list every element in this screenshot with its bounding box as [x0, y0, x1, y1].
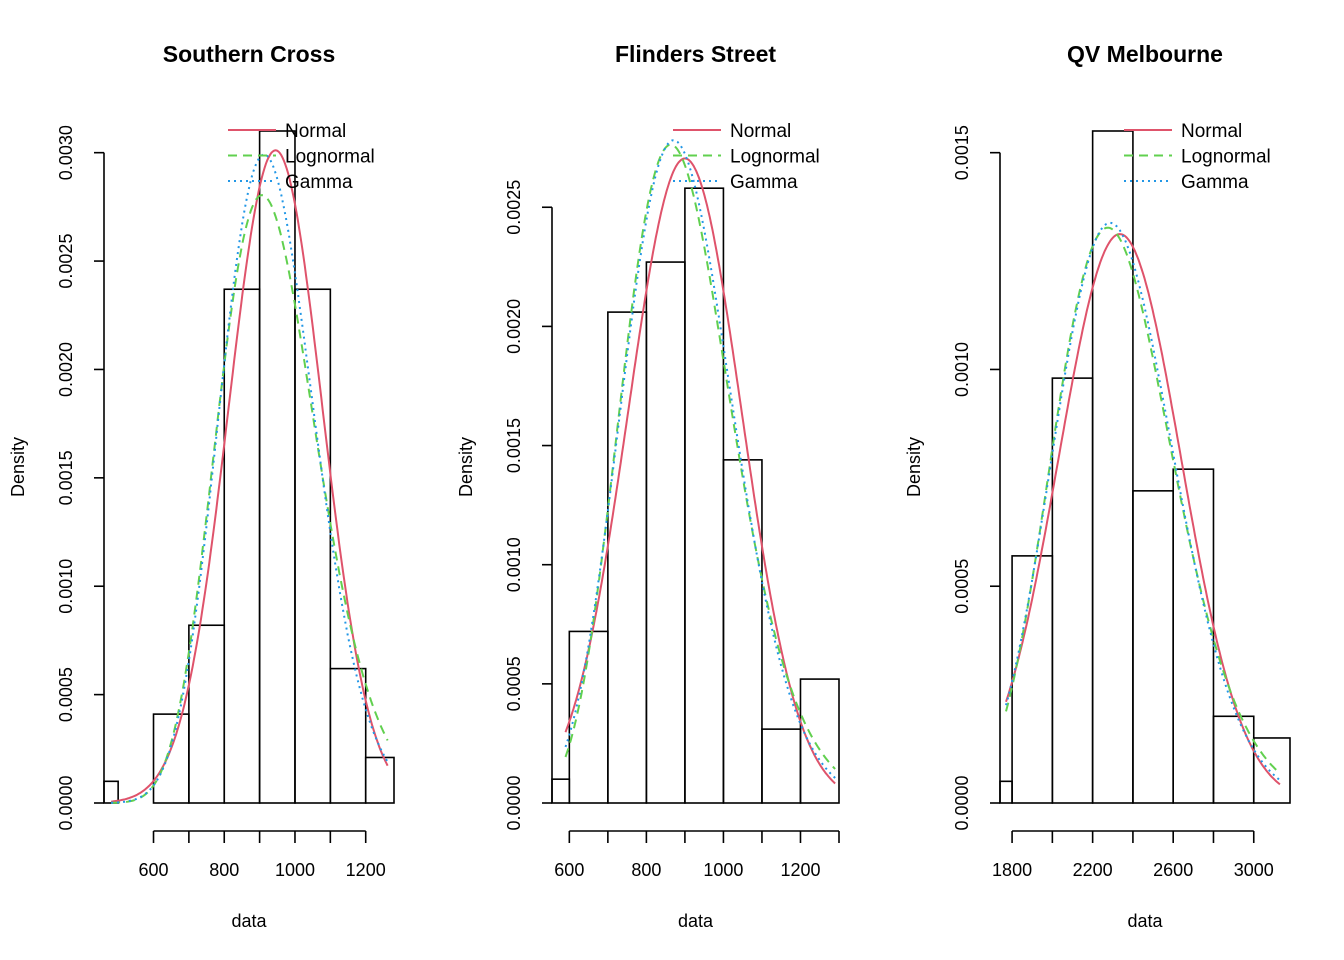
- histogram-panel: Flinders Street 0.0000 0.0005 0.0010 0.0015 0…: [456, 41, 840, 931]
- x-tick-label: 1800: [992, 860, 1032, 880]
- x-tick-label: 2200: [1073, 860, 1113, 880]
- y-axis-label: Density: [8, 437, 28, 497]
- histogram-bar: [999, 780, 1013, 804]
- lognormal-fit-curve: [1005, 226, 1281, 775]
- histogram-bar: [1132, 490, 1174, 804]
- histogram-panel: Southern Cross 0.0000 0.0005 0.0010 0.0015 0.…: [8, 41, 395, 931]
- x-axis-label: data: [678, 911, 714, 931]
- histogram-bar: [1011, 555, 1054, 804]
- legend-gamma-label: Gamma: [285, 172, 353, 193]
- histogram-bar: [364, 756, 395, 804]
- y-tick-label: 0.0020: [504, 299, 524, 354]
- histogram-bar: [722, 459, 763, 804]
- legend-lognormal-label: Lognormal: [1181, 147, 1271, 168]
- panel-title: QV Melbourne: [1067, 41, 1223, 67]
- x-tick-label: 1200: [780, 860, 820, 880]
- x-tick-label: 1000: [703, 860, 743, 880]
- y-tick-label: 0.0020: [56, 342, 76, 397]
- y-tick-label: 0.0010: [952, 342, 972, 397]
- x-axis-label: data: [1127, 911, 1163, 931]
- y-tick-label: 0.0005: [56, 667, 76, 722]
- y-tick-label: 0.0025: [504, 180, 524, 235]
- legend-normal-label: Normal: [730, 121, 791, 142]
- histogram-bar: [188, 624, 226, 804]
- y-axis-label: Density: [904, 437, 924, 497]
- legend-gamma-label: Gamma: [730, 172, 798, 193]
- histogram-bar: [329, 667, 367, 804]
- y-tick-label: 0.0010: [56, 559, 76, 614]
- x-tick-label: 1000: [275, 860, 315, 880]
- histogram-bar: [103, 780, 119, 804]
- normal-fit-curve: [564, 157, 836, 785]
- histogram-bar: [684, 187, 725, 804]
- histogram-bar: [568, 630, 609, 804]
- histogram-bar: [607, 311, 648, 804]
- normal-fit-curve: [1005, 233, 1281, 786]
- y-tick-label: 0.0010: [504, 537, 524, 592]
- lognormal-fit-curve: [111, 194, 389, 804]
- x-tick-label: 800: [209, 860, 239, 880]
- x-tick-label: 800: [631, 860, 661, 880]
- x-tick-label: 600: [138, 860, 168, 880]
- legend-gamma-label: Gamma: [1181, 172, 1249, 193]
- histogram-bar: [223, 288, 261, 804]
- legend-normal-label: Normal: [1181, 121, 1242, 142]
- gamma-fit-curve: [1005, 221, 1281, 781]
- histogram-bar: [645, 261, 686, 804]
- x-tick-label: 2600: [1153, 860, 1193, 880]
- y-axis-label: Density: [456, 437, 476, 497]
- histogram-bar: [1172, 468, 1215, 804]
- legend-lognormal-label: Lognormal: [730, 147, 820, 168]
- y-tick-label: 0.0005: [952, 559, 972, 614]
- x-tick-label: 1200: [346, 860, 386, 880]
- gamma-fit-curve: [111, 153, 389, 804]
- histogram-bar: [1252, 737, 1291, 804]
- y-tick-label: 0.0000: [952, 775, 972, 830]
- y-tick-label: 0.0025: [56, 234, 76, 289]
- histogram-bar: [294, 288, 332, 804]
- panel-title: Southern Cross: [163, 41, 336, 67]
- x-tick-label: 3000: [1234, 860, 1274, 880]
- y-tick-label: 0.0015: [952, 125, 972, 180]
- y-tick-label: 0.0015: [504, 418, 524, 473]
- legend-normal-label: Normal: [285, 121, 346, 142]
- histogram-bar: [152, 713, 190, 804]
- x-axis-label: data: [231, 911, 267, 931]
- y-tick-label: 0.0005: [504, 656, 524, 711]
- histogram-bar: [258, 130, 296, 804]
- y-tick-label: 0.0015: [56, 450, 76, 505]
- y-tick-label: 0.0030: [56, 125, 76, 180]
- histogram-bar: [1091, 130, 1134, 804]
- normal-fit-curve: [111, 149, 389, 803]
- histogram-panel: QV Melbourne 0.0000 0.0005 0.0010 0.0015 Dens…: [904, 41, 1291, 931]
- panel-title: Flinders Street: [615, 41, 776, 67]
- gamma-fit-curve: [564, 139, 836, 779]
- histogram-bar: [1051, 377, 1094, 804]
- histogram-bar: [551, 778, 571, 804]
- y-tick-label: 0.0000: [504, 775, 524, 830]
- histogram-bar: [799, 678, 840, 804]
- lognormal-fit-curve: [564, 143, 836, 770]
- histogram-bar: [761, 728, 802, 804]
- y-tick-label: 0.0000: [56, 775, 76, 830]
- x-tick-label: 600: [554, 860, 584, 880]
- legend-lognormal-label: Lognormal: [285, 147, 375, 168]
